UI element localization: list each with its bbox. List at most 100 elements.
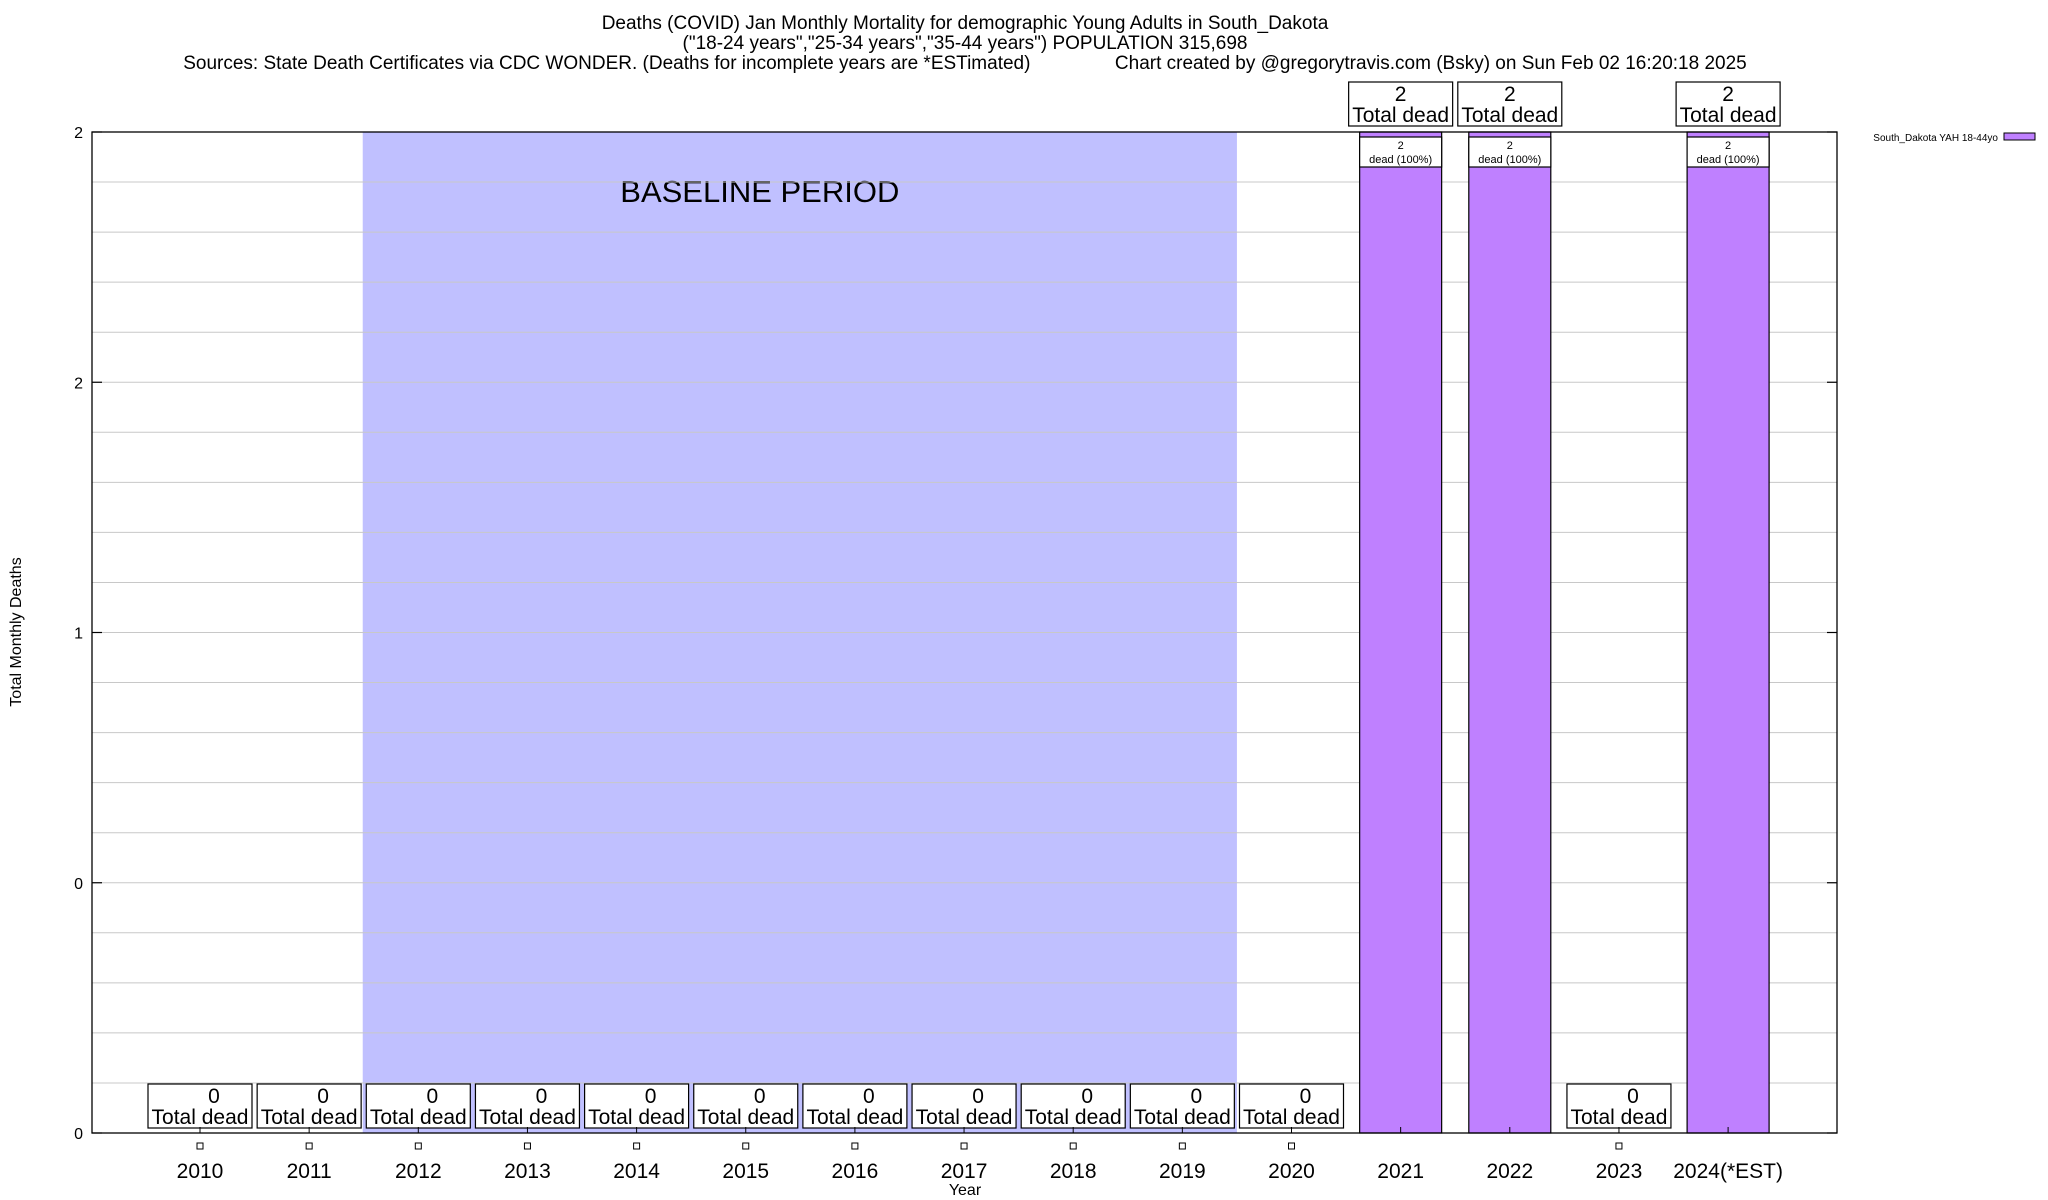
bar [1686,131,1770,1134]
chart-sources-line: Sources: State Death Certificates via CD… [0,54,1930,74]
total-label-count: 2 [1395,83,1407,106]
total-label-box [1675,81,1781,127]
x-tick-label: 2010 [177,1160,224,1183]
y-tick-label: 2 [74,125,83,142]
total-label-text: Total dead [1243,1106,1340,1129]
zero-marker [851,1142,859,1150]
x-tick-label: 2023 [1596,1160,1643,1183]
total-label-text: Total dead [1461,104,1558,127]
zero-marker [1288,1142,1295,1150]
x-tick-label: 2015 [722,1160,769,1183]
y-tick-label: 0 [74,876,83,893]
inner-label-count: 2 [1725,140,1731,152]
total-label-text: Total dead [370,1106,467,1129]
baseline-period-label: BASELINE PERIOD [620,174,899,209]
x-tick-label: 2020 [1268,1160,1315,1183]
total-label-text: Total dead [1025,1106,1122,1129]
total-label-count: 0 [863,1085,875,1108]
x-tick-label: 2019 [1159,1160,1206,1183]
x-tick-label: 2011 [287,1160,332,1183]
total-label-text: Total dead [916,1106,1013,1129]
y-tick-label: 2 [74,375,83,392]
x-tick-label: 2013 [504,1160,551,1183]
inner-label-box [1359,136,1443,168]
total-label-count: 0 [426,1085,438,1108]
inner-label-text: dead (100%) [1697,154,1760,166]
total-label-box [802,1083,908,1129]
total-label-box [474,1083,581,1129]
x-tick-label: 2016 [832,1160,879,1183]
chart-sources: Sources: State Death Certificates via CD… [183,53,1031,74]
zero-marker [960,1142,968,1150]
total-label-text: Total dead [479,1106,576,1129]
inner-label-count: 2 [1398,140,1404,152]
bars [196,131,1770,1150]
zero-marker [1178,1142,1186,1150]
total-label-count: 2 [1504,83,1516,106]
inner-label-count: 2 [1507,140,1513,152]
total-label-text: Total dead [1570,1106,1667,1129]
x-tick-label: 2012 [395,1160,442,1183]
zero-marker [1615,1142,1623,1150]
total-label-box [1238,1083,1345,1129]
legend-label: South_Dakota YAH 18-44yo [1873,133,1998,144]
total-label-text: Total dead [1134,1106,1231,1129]
x-tick-label: 2018 [1050,1160,1097,1183]
x-tick-label: 2021 [1377,1160,1424,1183]
chart-credit: Chart created by @gregorytravis.com (Bsk… [1114,53,1747,74]
total-label-text: Total dead [588,1106,685,1129]
total-label-text: Total dead [1352,104,1449,127]
total-label-count: 0 [1191,1085,1203,1108]
total-label-count: 0 [1081,1085,1093,1108]
zero-marker [1069,1142,1077,1150]
total-label-box [1129,1083,1235,1129]
x-tick-label: 2017 [941,1160,988,1183]
inner-label-text: dead (100%) [1369,154,1432,166]
legend-swatch [2003,132,2036,141]
total-label-text: Total dead [152,1106,249,1129]
y-axis-title: Total Monthly Deaths [8,557,25,706]
total-label-text: Total dead [697,1106,794,1129]
total-label-box [1566,1083,1672,1129]
total-label-box [1348,81,1454,127]
total-label-count: 0 [754,1085,766,1108]
total-label-box [256,1083,362,1129]
total-label-text: Total dead [1680,104,1777,127]
bar [1359,131,1443,1134]
inner-label-text: dead (100%) [1478,154,1541,166]
y-axis: 0 0 1 2 2 [74,125,1837,1143]
total-label-count: 0 [1300,1085,1312,1108]
x-axis: 2010 2011 2012 2013 2014 2015 2016 2017 2018 2019… [177,1127,1783,1183]
zero-marker [196,1142,204,1150]
total-label-text: Total dead [261,1106,358,1129]
total-label-count: 0 [317,1085,329,1108]
bar [1468,131,1552,1134]
legend: South_Dakota YAH 18-44yo [1873,132,2036,144]
total-label-text: Total dead [806,1106,903,1129]
y-tick-label: 0 [74,1126,83,1143]
x-tick-label: 2014 [613,1160,660,1183]
inner-labels: 2 dead (100%) 2 dead (100%) 2 dead (100%) [1359,136,1770,168]
x-axis-title: Year [949,1182,982,1199]
x-tick-label: 2022 [1486,1160,1533,1183]
chart-title: Deaths (COVID) Jan Monthly Mortality for… [601,13,1329,34]
zero-marker [414,1142,422,1150]
x-tick-label: 2024(*EST) [1673,1160,1783,1183]
total-label-count: 0 [1627,1085,1639,1108]
total-label-count: 0 [972,1085,984,1108]
total-label-count: 0 [645,1085,657,1108]
inner-label-box [1686,136,1770,168]
total-label-count: 0 [208,1085,220,1108]
total-label-box [365,1083,471,1129]
inner-label-box [1468,136,1552,168]
zero-marker [305,1142,313,1150]
total-label-count: 2 [1722,83,1734,106]
total-label-count: 0 [536,1085,548,1108]
total-label-box [1457,81,1563,127]
chart-subtitle: ("18-24 years","25-34 years","35-44 year… [682,33,1248,54]
zero-marker [742,1142,750,1150]
total-label-box [1020,1083,1126,1129]
y-tick-label: 1 [74,626,83,643]
zero-marker [523,1142,531,1150]
